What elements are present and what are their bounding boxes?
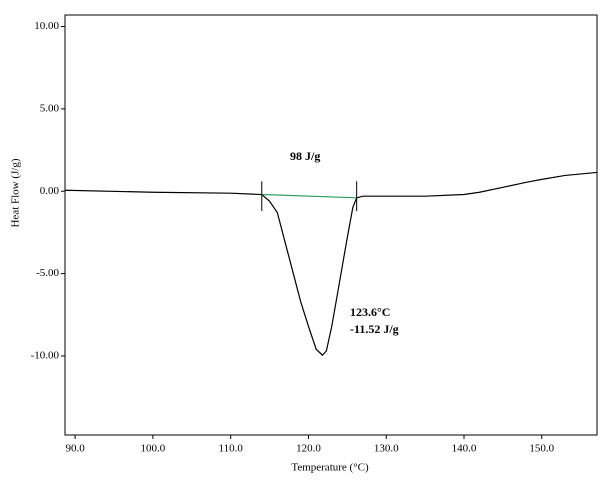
y-tick-label: -5.00 bbox=[36, 267, 59, 279]
y-tick-label: 10.00 bbox=[34, 20, 59, 32]
data-line bbox=[261, 193, 357, 199]
annotation: 98 J/g bbox=[290, 149, 320, 163]
x-tick-label: 120.0 bbox=[296, 443, 321, 455]
y-tick-label: 5.00 bbox=[40, 102, 60, 114]
x-tick-label: 130.0 bbox=[374, 443, 399, 455]
plot-frame bbox=[64, 14, 598, 436]
y-axis-label: Heat Flow (J/g) bbox=[10, 158, 22, 227]
x-tick-label: 110.0 bbox=[218, 443, 243, 455]
annotation: 123.6°C bbox=[350, 305, 390, 319]
x-tick-label: 90.0 bbox=[65, 443, 85, 455]
y-tick-label: 0.00 bbox=[40, 185, 60, 197]
x-axis-label: Temperature (°C) bbox=[291, 462, 369, 474]
x-tick-label: 150.0 bbox=[529, 443, 554, 455]
data-line bbox=[64, 171, 598, 356]
annotation: -11.52 J/g bbox=[350, 322, 399, 336]
x-tick-label: 140.0 bbox=[452, 443, 477, 455]
y-tick-label: -10.00 bbox=[31, 349, 60, 361]
x-tick-label: 100.0 bbox=[141, 443, 166, 455]
